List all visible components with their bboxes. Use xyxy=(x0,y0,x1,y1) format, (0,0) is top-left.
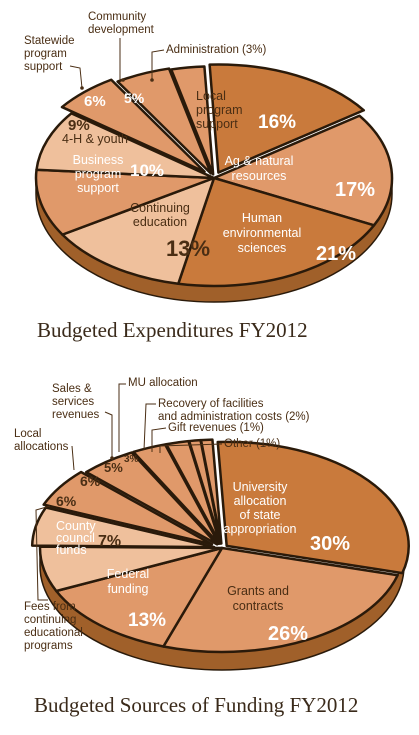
label-continuing-1: Continuing xyxy=(130,201,190,215)
leader-fees xyxy=(35,505,51,601)
label-local-1: Local xyxy=(196,89,226,103)
label-grants-1: Grants and xyxy=(227,584,289,598)
dot-admin xyxy=(150,78,154,82)
label-other: Other (1%) xyxy=(224,438,280,450)
pct-county: 7% xyxy=(98,533,121,550)
leader-admin xyxy=(151,49,165,80)
expenditures-slice-business-program-support xyxy=(34,168,216,236)
expenditures-slice-community-development xyxy=(116,67,213,175)
pct-community: 5% xyxy=(124,90,145,106)
pct-business: 10% xyxy=(130,161,164,180)
pct-local: 16% xyxy=(258,112,296,133)
label-mu: MU allocation xyxy=(128,377,198,389)
expenditures-slice-ag-natural-resources xyxy=(212,114,394,227)
label-fees-4: programs xyxy=(24,640,73,652)
label-university-1: University xyxy=(233,480,289,494)
pct-mu: 3% xyxy=(124,454,139,465)
label-community-1: Community xyxy=(88,11,146,23)
label-local-3: support xyxy=(196,117,238,131)
leader-statewide xyxy=(69,65,83,89)
label-recovery-1: Recovery of facilities xyxy=(158,398,264,410)
pct-grants: 26% xyxy=(268,623,308,645)
expenditures-title: Budgeted Expenditures FY2012 xyxy=(37,318,308,342)
label-local-2: program xyxy=(196,103,243,117)
label-statewide-1: Statewide xyxy=(24,35,75,47)
label-university-2: allocation xyxy=(234,494,287,508)
funding-slice-local-allocations xyxy=(42,470,214,546)
label-grants-2: contracts xyxy=(233,599,284,613)
leader-recovery xyxy=(143,403,156,451)
label-local-alloc-1: Local xyxy=(14,428,42,440)
label-local-alloc-2: allocations xyxy=(14,441,69,453)
label-county-3: funds xyxy=(56,543,87,557)
leader-sales xyxy=(104,411,113,458)
label-statewide-3: support xyxy=(24,61,63,73)
pct-sales: 5% xyxy=(104,460,123,475)
label-university-3: of state xyxy=(240,508,281,522)
expenditures-slice-4-h-youth xyxy=(35,112,216,180)
label-ag-2: resources xyxy=(232,169,287,183)
expenditures-slice-statewide-program-support xyxy=(60,78,206,173)
label-county-1: County xyxy=(56,519,96,533)
label-business-2: program xyxy=(75,167,122,181)
label-business-3: support xyxy=(77,181,119,195)
label-statewide-2: program xyxy=(24,48,67,60)
pct-statewide: 6% xyxy=(84,93,106,110)
expenditures-labels: Statewide program support Community deve… xyxy=(24,11,375,342)
expenditures-slice-human-environmental-sciences xyxy=(177,176,376,288)
label-county-2: council xyxy=(56,531,95,545)
funding-slice-other-1 xyxy=(199,438,223,545)
label-admin: Administration (3%) xyxy=(166,44,267,56)
funding-labels: Sales & services revenues MU allocation … xyxy=(14,377,358,717)
pct-youth: 9% xyxy=(68,117,90,134)
label-federal-2: funding xyxy=(107,582,148,596)
label-youth: 4-H & youth xyxy=(62,132,128,146)
label-recovery-2: and administration costs (2%) xyxy=(158,411,310,423)
pct-continuing: 13% xyxy=(166,236,210,261)
label-gift: Gift revenues (1%) xyxy=(168,422,264,434)
dot-sales xyxy=(110,456,114,460)
label-human-3: sciences xyxy=(238,241,287,255)
leader-community xyxy=(119,38,123,81)
leader-gift xyxy=(151,427,167,452)
funding-slice-university-allocation-of-state-appropriation xyxy=(216,440,410,575)
label-federal-1: Federal xyxy=(107,567,149,581)
leader-other xyxy=(159,443,223,453)
funding-title: Budgeted Sources of Funding FY2012 xyxy=(34,693,358,717)
pct-local-alloc: 6% xyxy=(80,473,101,489)
label-ag-1: Ag & natural xyxy=(225,154,294,168)
label-sales-1: Sales & xyxy=(52,383,92,395)
label-sales-2: services xyxy=(52,396,94,408)
label-community-2: development xyxy=(88,24,155,36)
pct-human: 21% xyxy=(316,243,356,265)
funding-pie xyxy=(30,438,410,654)
leader-mu xyxy=(118,383,126,452)
label-human-1: Human xyxy=(242,211,282,225)
expenditures-pie xyxy=(34,63,394,288)
pct-university: 30% xyxy=(310,533,350,555)
expenditures-slice-continuing-education xyxy=(61,176,216,286)
label-fees-3: educational xyxy=(24,627,83,639)
label-sales-3: revenues xyxy=(52,409,100,421)
label-fees-2: continuing xyxy=(24,614,76,626)
label-continuing-2: education xyxy=(133,215,187,229)
pct-ag: 17% xyxy=(335,179,375,201)
label-fees-1: Fees from xyxy=(24,601,76,613)
expenditures-slice-local-program-support xyxy=(208,63,366,174)
leader-local-alloc xyxy=(71,445,75,471)
dot-statewide xyxy=(80,86,84,90)
dot-community xyxy=(121,78,125,82)
pct-fees: 6% xyxy=(56,493,77,509)
funding-slice-sales-services-revenues xyxy=(84,451,219,546)
label-human-2: environmental xyxy=(223,226,302,240)
expenditures-slice-administration-3 xyxy=(169,65,215,176)
pct-federal: 13% xyxy=(128,610,166,631)
label-university-4: appropriation xyxy=(224,522,297,536)
label-business-1: Business xyxy=(73,153,124,167)
funding-slice-federal-funding xyxy=(55,546,224,648)
funding-slice-grants-and-contracts xyxy=(162,546,399,654)
